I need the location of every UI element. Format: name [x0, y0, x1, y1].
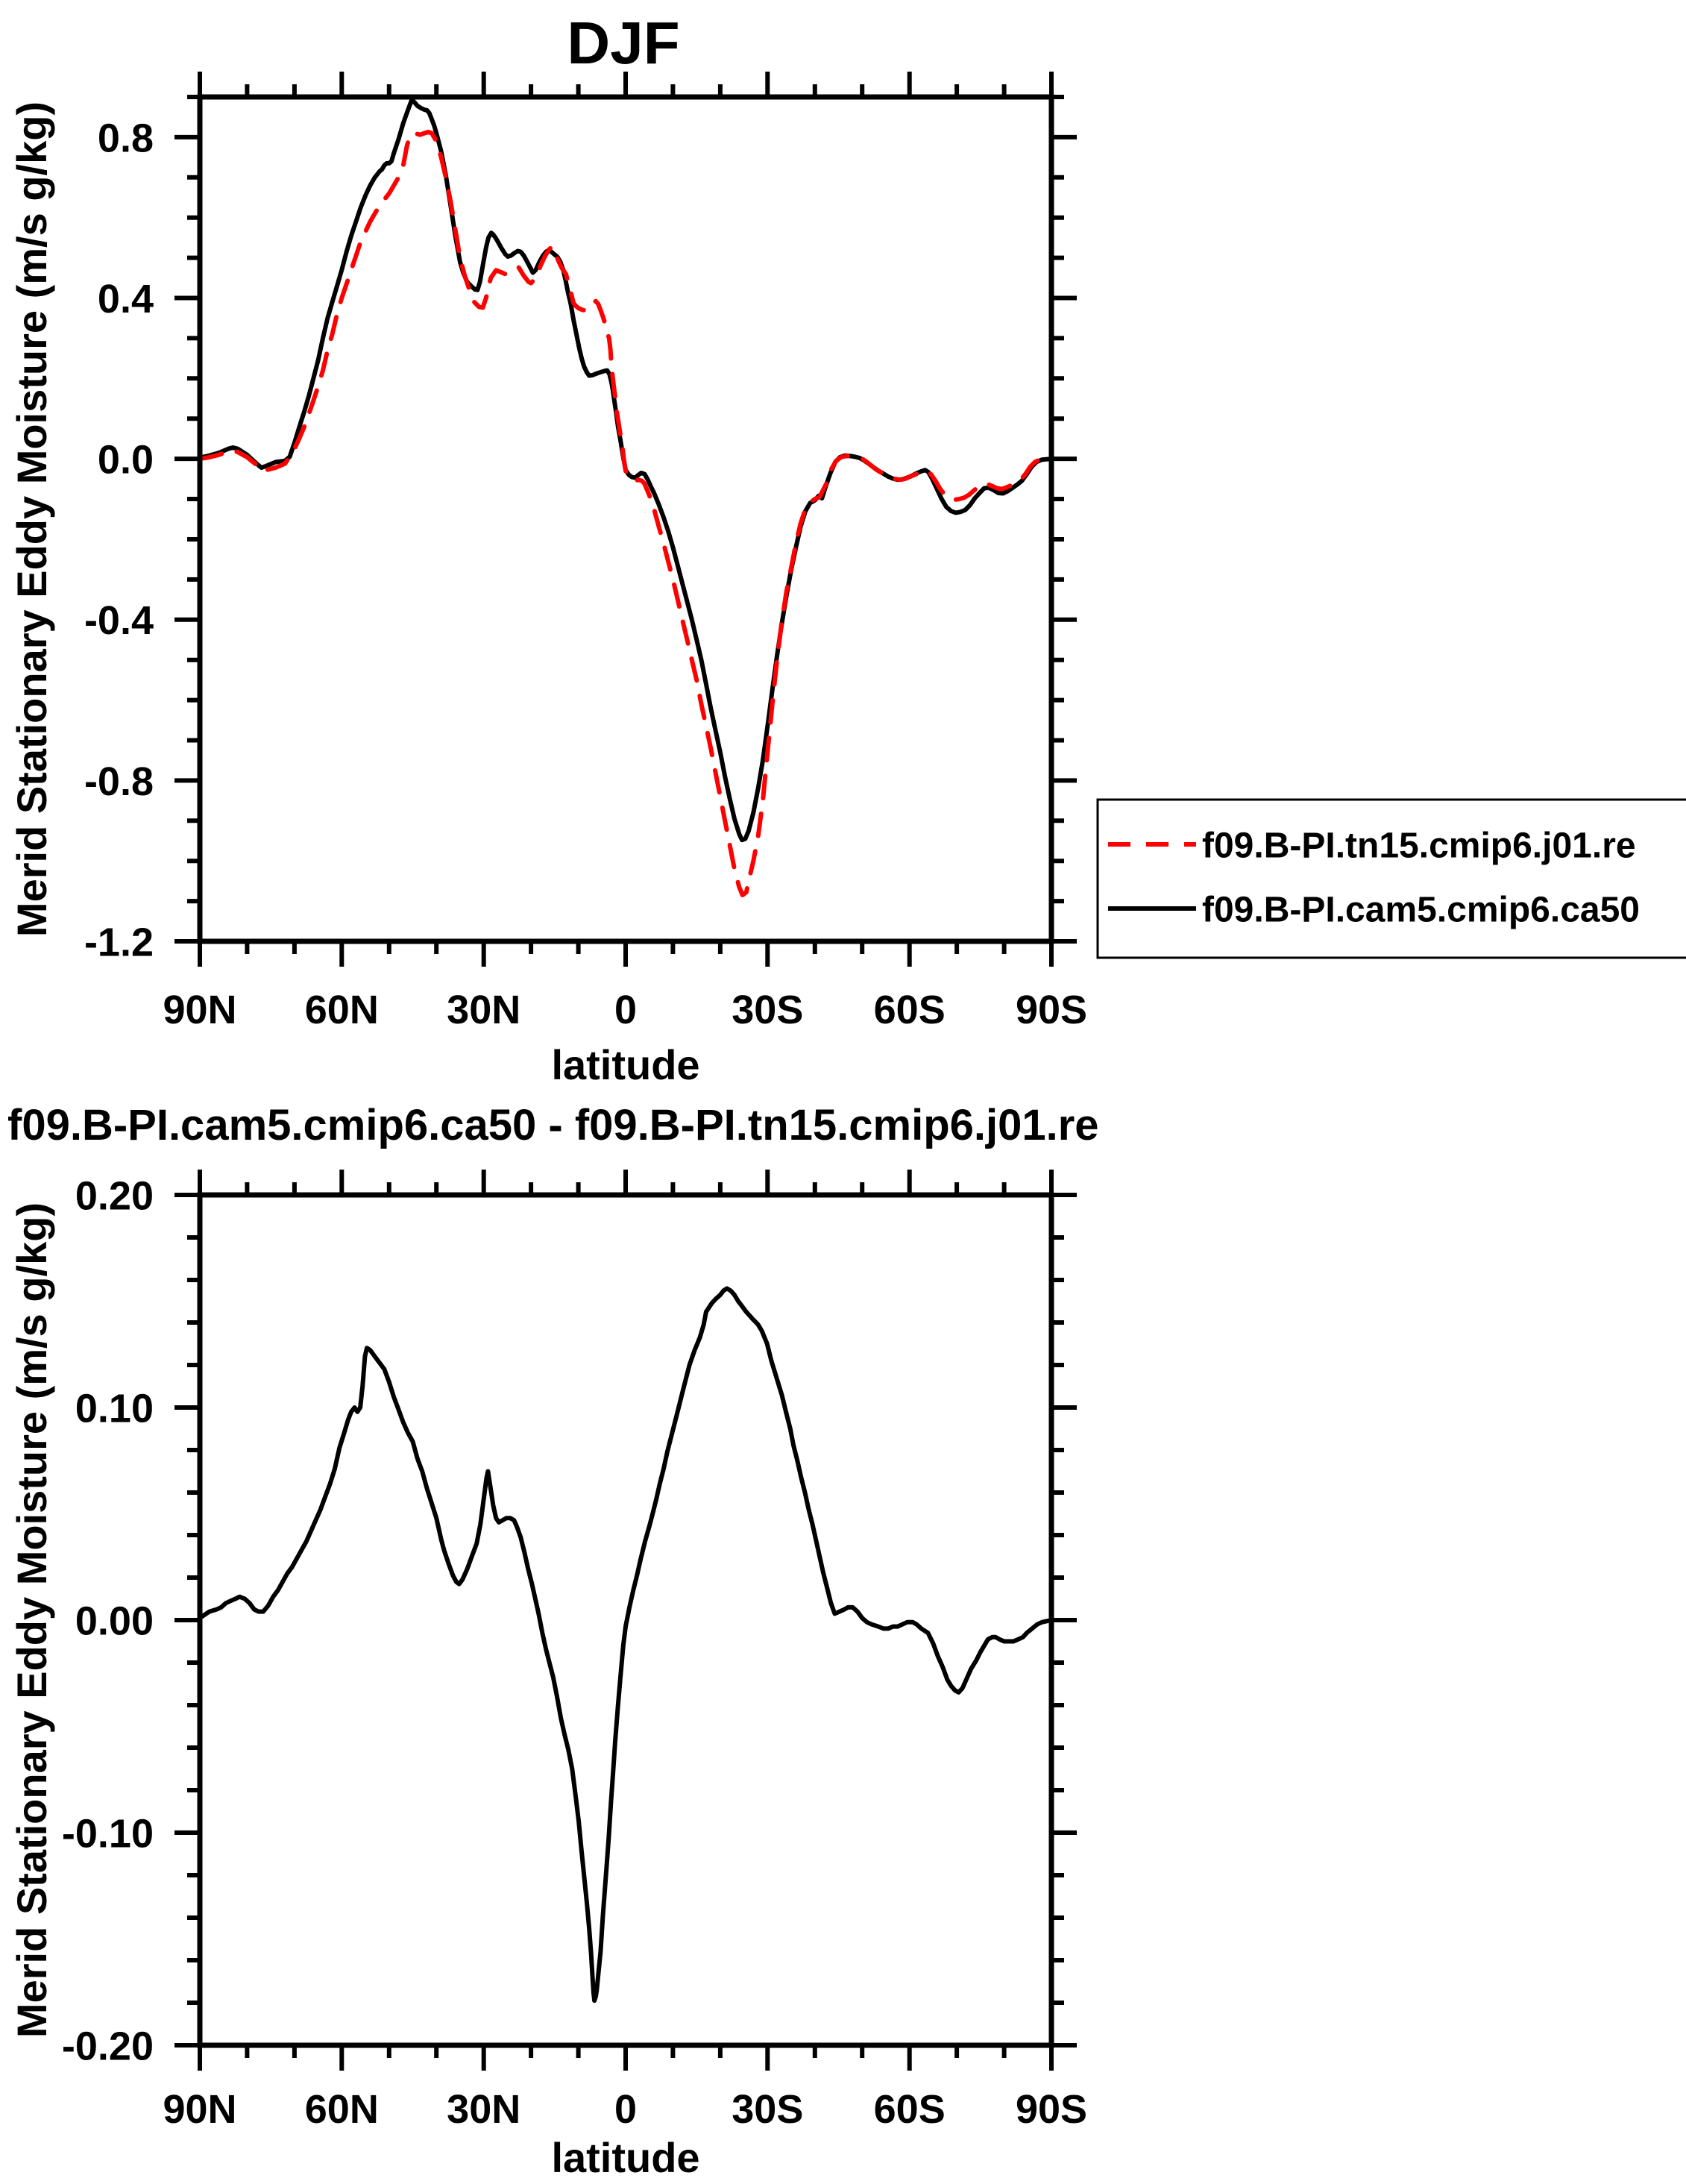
legend-entry-label: f09.B-PI.cam5.cmip6.ca50	[1202, 890, 1640, 929]
legend-entry-label: f09.B-PI.tn15.cmip6.j01.re	[1202, 826, 1636, 865]
y-tick-label: 0.10	[75, 1386, 154, 1431]
legend-box	[1096, 798, 1686, 959]
x-tick-label: 90S	[1016, 988, 1087, 1032]
x-tick-label: 90N	[163, 988, 236, 1032]
chart-title: f09.B-PI.cam5.cmip6.ca50 - f09.B-PI.tn15…	[7, 1101, 1099, 1149]
x-tick-label: 30S	[732, 988, 803, 1032]
y-tick-label: 0.20	[75, 1173, 154, 1218]
y-tick-label: -0.4	[84, 598, 154, 643]
x-tick-label: 30S	[732, 2087, 803, 2132]
x-tick-label: 0	[614, 2087, 637, 2132]
chart-title: DJF	[567, 10, 679, 76]
y-tick-label: 0.8	[98, 116, 154, 160]
x-tick-label: 60N	[305, 2087, 379, 2132]
x-tick-label: 90S	[1016, 2087, 1087, 2132]
x-tick-label: 90N	[163, 2087, 236, 2132]
y-tick-label: -0.10	[62, 1811, 154, 1856]
x-tick-label: 60N	[305, 988, 379, 1032]
series-line-f09.B-PI.tn15.cmip6.j01.re	[198, 129, 1054, 897]
y-tick-label: -0.20	[62, 2024, 154, 2068]
y-tick-label: -0.8	[84, 759, 154, 804]
series-line-f09.B-PI.cam5.cmip6.ca50	[198, 97, 1054, 843]
x-tick-label: 30N	[447, 988, 520, 1032]
x-axis-label: latitude	[551, 2134, 699, 2181]
y-tick-label: 0.00	[75, 1598, 154, 1643]
y-tick-label: 0.4	[98, 277, 154, 321]
djf-chart: 90N 60N 30N 0 30S 60S 90S 0.8 0.4 0.0 -0.4 -0.8 -1.2…	[8, 10, 1686, 1088]
x-tick-label: 0	[614, 988, 637, 1032]
difference-chart: 90N 60N 30N 0 30S 60S 90S 0.20 0.10 0.00 -0.10 -0.2…	[7, 1101, 1099, 2181]
y-tick-label: 0.0	[98, 438, 154, 483]
y-axis-label: Merid Stationary Eddy Moisture (m/s g/kg…	[8, 1202, 55, 2038]
y-tick-label: -1.2	[84, 920, 154, 964]
x-tick-label: 60S	[874, 988, 946, 1032]
x-tick-label: 30N	[447, 2087, 520, 2132]
legend: f09.B-PI.tn15.cmip6.j01.re f09.B-PI.cam5.…	[1096, 798, 1686, 959]
y-axis-label: Merid Stationary Eddy Moisture (m/s g/kg…	[8, 101, 55, 937]
x-tick-label: 60S	[874, 2087, 946, 2132]
series-line-difference	[198, 1286, 1054, 2003]
x-axis-label: latitude	[551, 1041, 699, 1088]
plot-frame	[197, 94, 1054, 944]
